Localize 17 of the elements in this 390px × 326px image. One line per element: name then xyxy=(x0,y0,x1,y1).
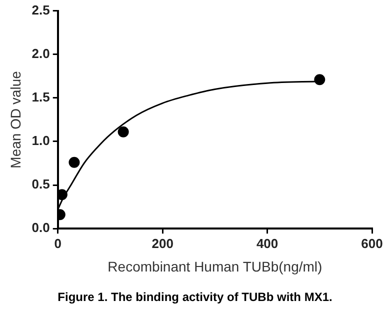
x-tick-label: 200 xyxy=(152,236,174,251)
y-tick-label: 1.5 xyxy=(32,90,50,104)
x-tick-label: 0 xyxy=(54,236,62,251)
x-tick-label: 600 xyxy=(361,236,383,251)
x-axis-title: Recombinant Human TUBb(ng/ml) xyxy=(108,258,322,274)
point xyxy=(118,126,129,138)
y-tick-label: 1.0 xyxy=(32,133,50,148)
y-axis-title: Mean OD value xyxy=(7,70,24,168)
y-tick-label: 2.5 xyxy=(32,2,50,18)
y-tick-label: 2.0 xyxy=(32,46,50,61)
y-tick-label: 0.0 xyxy=(32,220,50,236)
point xyxy=(68,156,80,168)
caption: Figure 1. The binding activity of TUBb with MX1. xyxy=(56,290,334,304)
y-tick-label: 0.5 xyxy=(32,176,50,192)
point xyxy=(58,189,68,200)
point xyxy=(314,74,326,86)
x-tick-label: 400 xyxy=(256,236,278,251)
